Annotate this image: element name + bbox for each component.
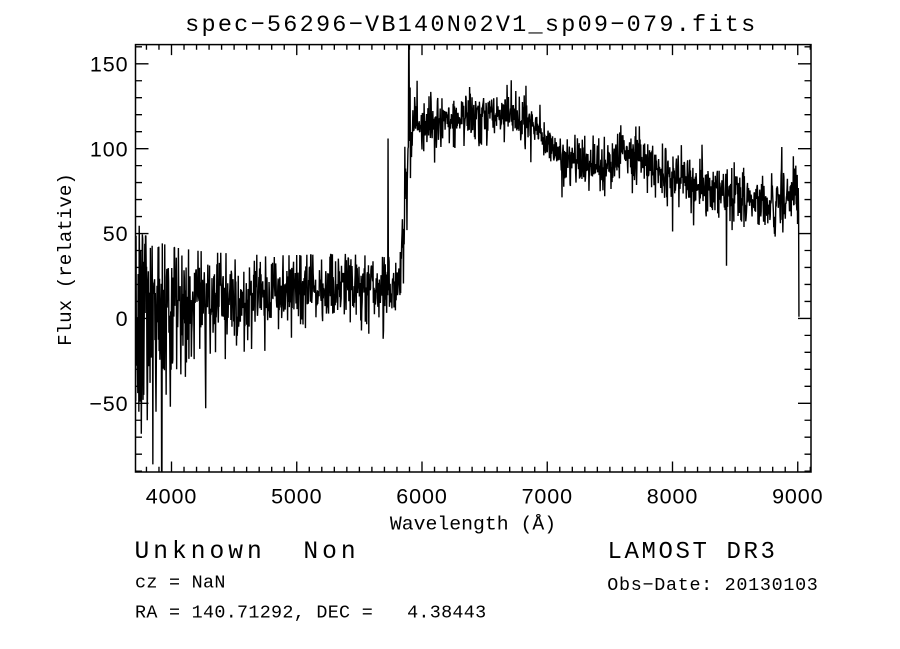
svg-text:LAMOST DR3: LAMOST DR3 (608, 539, 778, 566)
svg-text:spec−56296−VB140N02V1_sp09−079: spec−56296−VB140N02V1_sp09−079.fits (185, 12, 757, 39)
svg-text:0: 0 (116, 307, 129, 331)
svg-text:100: 100 (90, 137, 129, 161)
svg-text:4000: 4000 (146, 485, 197, 509)
svg-text:Obs−Date: 20130103: Obs−Date: 20130103 (607, 575, 818, 596)
svg-text:50: 50 (103, 222, 129, 246)
svg-text:6000: 6000 (396, 485, 447, 509)
svg-text:150: 150 (90, 53, 129, 77)
svg-text:7000: 7000 (522, 485, 573, 509)
svg-text:5000: 5000 (271, 485, 322, 509)
svg-text:cz = NaN: cz = NaN (135, 572, 226, 593)
svg-text:Unknown Non: Unknown Non (135, 539, 360, 566)
svg-text:RA = 140.71292, DEC = 4.3844: RA = 140.71292, DEC = 4.38443 (135, 602, 486, 623)
svg-text:Wavelength (Å): Wavelength (Å) (390, 514, 556, 536)
svg-text:8000: 8000 (647, 485, 698, 509)
svg-text:−50: −50 (89, 392, 128, 416)
svg-text:9000: 9000 (772, 485, 823, 509)
svg-text:Flux (relative): Flux (relative) (55, 173, 77, 346)
